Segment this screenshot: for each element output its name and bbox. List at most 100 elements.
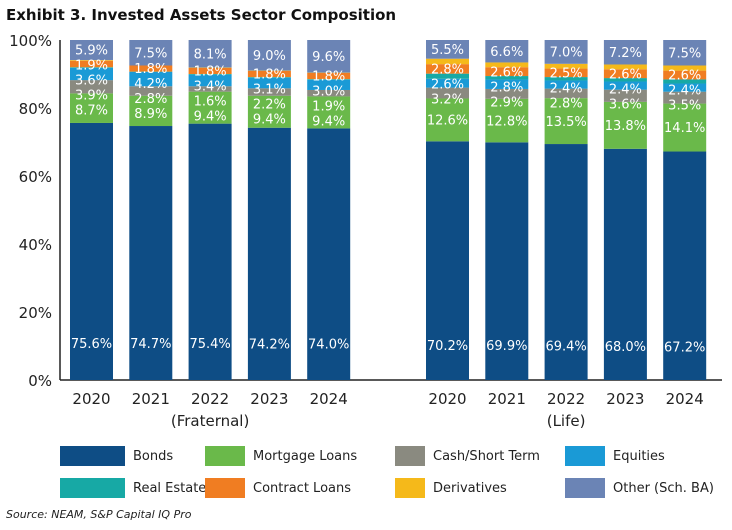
bar-segment-contract-loans [70, 60, 113, 68]
data-label: 75.6% [71, 337, 112, 352]
data-label: 9.4% [253, 113, 286, 128]
data-label: 1.8% [194, 65, 227, 80]
bar-segment-equities [426, 78, 469, 88]
bar-segment-real-estate [544, 77, 588, 81]
data-label: 3.6% [75, 74, 108, 89]
data-label: 3.6% [609, 97, 642, 112]
bar-segment-cash-short-term [70, 80, 113, 94]
bar-segment-other-sch-ba- [70, 40, 113, 61]
data-label: 12.8% [486, 114, 527, 129]
x-tick-label: 2022 [191, 390, 229, 408]
data-label: 69.9% [486, 339, 527, 354]
legend-label: Contract Loans [253, 480, 352, 496]
data-label: 5.5% [431, 43, 464, 58]
bar-segment-cash-short-term [485, 88, 529, 99]
data-label: 7.5% [668, 46, 701, 61]
legend-swatch [395, 446, 425, 466]
data-label: 2.6% [668, 69, 701, 84]
data-label: 3.9% [75, 89, 108, 104]
bar-segment-mortgage-loans [129, 95, 173, 127]
bar-segment-mortgage-loans [307, 96, 351, 129]
y-tick-label: 80% [19, 100, 52, 118]
bar-segment-other-sch-ba- [188, 40, 232, 68]
bar-segment-derivatives [544, 63, 588, 69]
bar-segment-contract-loans [663, 70, 707, 80]
bar-segment-bonds [485, 142, 529, 380]
data-label: 2.8% [550, 96, 583, 111]
bar-segment-equities [603, 81, 647, 90]
bar-segment-real-estate [188, 74, 232, 75]
legend-item: Derivatives [395, 478, 507, 498]
legend-label: Cash/Short Term [433, 448, 540, 464]
x-tick-label: 2020 [428, 390, 466, 408]
data-label: 69.4% [545, 339, 586, 354]
legend-swatch [395, 478, 425, 498]
x-tick-label: 2023 [250, 390, 288, 408]
data-label: 74.2% [249, 337, 290, 352]
data-label: 3.2% [431, 93, 464, 108]
data-label: 2.6% [609, 67, 642, 82]
bar-segment-contract-loans [426, 64, 469, 74]
data-label: 2.9% [490, 95, 523, 110]
data-label: 9.4% [194, 110, 227, 125]
bar-segment-bonds [70, 122, 113, 381]
bar-segment-equities [663, 83, 707, 92]
data-label: 3.4% [194, 80, 227, 95]
bar-segment-real-estate [603, 78, 647, 82]
x-tick-label: 2020 [72, 390, 110, 408]
bar-segment-other-sch-ba- [603, 40, 647, 65]
bar-segment-contract-loans [603, 69, 647, 79]
y-tick-label: 20% [19, 304, 52, 322]
bar-segment-bonds [426, 141, 469, 380]
bar-segment-mortgage-loans [188, 91, 232, 124]
data-label: 2.4% [609, 82, 642, 97]
bar-segment-real-estate [663, 79, 707, 84]
data-label: 7.5% [134, 46, 167, 61]
chart-title: Exhibit 3. Invested Assets Sector Compos… [6, 6, 397, 24]
y-tick-label: 60% [19, 168, 52, 186]
bar-segment-derivatives [603, 64, 647, 70]
data-label: 2.8% [134, 92, 167, 107]
data-label: 6.6% [490, 45, 523, 60]
bar-segment-contract-loans [129, 65, 173, 72]
bar-segment-other-sch-ba- [544, 40, 588, 64]
data-label: 2.4% [550, 81, 583, 96]
bar-segment-mortgage-loans [426, 98, 469, 142]
legend-label: Mortgage Loans [253, 448, 358, 464]
bar-segment-other-sch-ba- [129, 40, 173, 66]
data-label: 12.6% [427, 114, 468, 129]
data-label: 1.6% [194, 95, 227, 110]
data-label: 1.9% [75, 59, 108, 74]
data-label: 1.8% [253, 68, 286, 83]
bar-segment-mortgage-loans [603, 101, 647, 149]
data-label: 74.7% [130, 337, 171, 352]
bar-segment-contract-loans [247, 70, 291, 78]
bar-segment-bonds [663, 151, 707, 380]
bar-segment-equities [307, 79, 351, 90]
data-label: 3.5% [668, 99, 701, 114]
bar-segment-other-sch-ba- [426, 40, 469, 59]
data-label: 67.2% [664, 340, 705, 355]
bar-segment-cash-short-term [603, 89, 647, 102]
legend-item: Real Estate [60, 478, 206, 498]
legend-item: Bonds [60, 446, 173, 466]
data-label: 5.9% [75, 44, 108, 59]
data-label: 9.6% [312, 50, 345, 65]
bar-segment-mortgage-loans [70, 93, 113, 123]
bar-segment-bonds [247, 127, 291, 380]
bar-segment-derivatives [485, 62, 529, 68]
data-label: 70.2% [427, 339, 468, 354]
legend-swatch [60, 446, 125, 466]
bar-segment-mortgage-loans [663, 103, 707, 152]
data-label: 7.0% [550, 46, 583, 61]
bar-segment-real-estate [247, 77, 291, 78]
data-label: 8.9% [134, 107, 167, 122]
data-label: 2.4% [668, 84, 701, 99]
data-label: 2.5% [550, 66, 583, 81]
bar-segment-cash-short-term [663, 91, 707, 104]
legend-label: Real Estate [133, 480, 207, 496]
data-label: 2.6% [490, 65, 523, 80]
bar-segment-derivatives [426, 58, 469, 65]
data-label: 74.0% [308, 337, 349, 352]
